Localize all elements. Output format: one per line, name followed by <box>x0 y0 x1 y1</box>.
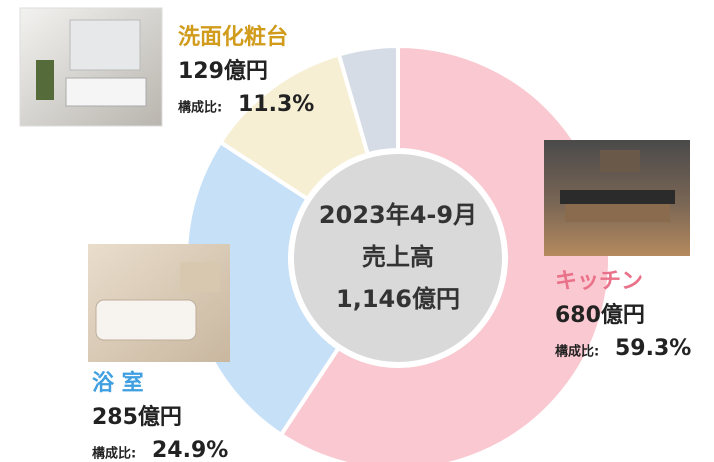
value-label: 59.3% <box>615 336 691 361</box>
value-label: 24.9% <box>152 438 228 462</box>
photo-bath <box>88 244 230 362</box>
center-text: 1,146億円 <box>336 285 460 313</box>
category-label: キッチン <box>555 269 643 294</box>
category-label: 洗面化粧台 <box>178 24 288 50</box>
center-disc <box>294 154 502 362</box>
center-text: 2023年4-9月 <box>319 201 477 229</box>
category-label: 浴 室 <box>92 370 144 396</box>
amount-label: 129億円 <box>178 58 268 84</box>
amount-label: 285億円 <box>92 404 182 430</box>
share-label: 構成比: <box>555 344 599 360</box>
share-label: 構成比: <box>178 100 222 116</box>
amount-label: 680億円 <box>555 302 645 328</box>
center-text: 売上高 <box>362 243 434 271</box>
photo-washstand <box>19 7 163 127</box>
donut-segment <box>336 43 400 157</box>
value-label: 11.3% <box>238 92 314 117</box>
share-label: 構成比: <box>92 446 136 462</box>
photo-kitchen <box>544 140 690 256</box>
